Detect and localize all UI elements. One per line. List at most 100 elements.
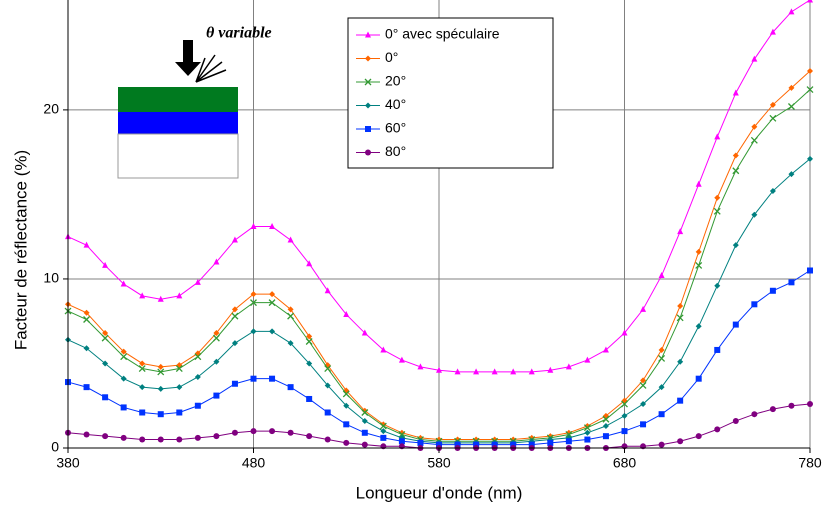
marker bbox=[528, 368, 535, 375]
marker bbox=[306, 333, 313, 340]
marker bbox=[473, 368, 480, 375]
marker bbox=[436, 441, 442, 448]
marker bbox=[83, 316, 91, 323]
marker bbox=[157, 385, 164, 392]
marker bbox=[194, 353, 202, 361]
marker bbox=[380, 346, 387, 353]
marker bbox=[324, 382, 331, 389]
marker bbox=[83, 431, 90, 438]
marker bbox=[120, 434, 127, 441]
marker bbox=[213, 358, 220, 365]
marker bbox=[250, 428, 257, 435]
marker bbox=[788, 279, 795, 286]
marker bbox=[176, 384, 183, 391]
marker bbox=[250, 223, 257, 230]
marker bbox=[677, 302, 684, 309]
marker bbox=[361, 417, 368, 424]
marker bbox=[751, 55, 758, 62]
marker bbox=[769, 114, 777, 122]
legend-label: 40° bbox=[385, 96, 406, 112]
marker bbox=[231, 340, 238, 347]
marker bbox=[602, 433, 609, 440]
marker bbox=[83, 241, 90, 248]
marker bbox=[640, 421, 647, 428]
marker bbox=[83, 309, 90, 316]
marker bbox=[287, 312, 295, 320]
marker bbox=[807, 155, 813, 162]
marker bbox=[231, 380, 238, 387]
marker bbox=[714, 346, 721, 353]
marker bbox=[120, 348, 127, 355]
marker bbox=[83, 384, 90, 391]
marker bbox=[102, 261, 109, 268]
marker bbox=[287, 306, 294, 313]
marker bbox=[677, 438, 684, 445]
marker bbox=[714, 282, 721, 289]
marker bbox=[306, 433, 313, 440]
marker bbox=[139, 436, 146, 443]
marker bbox=[250, 291, 257, 298]
marker bbox=[750, 136, 758, 144]
marker bbox=[658, 441, 665, 448]
marker bbox=[677, 228, 684, 235]
marker bbox=[584, 356, 591, 363]
marker bbox=[176, 292, 183, 299]
legend-label: 80° bbox=[385, 143, 406, 159]
marker bbox=[361, 441, 368, 448]
marker bbox=[324, 409, 331, 416]
marker bbox=[120, 353, 128, 361]
marker bbox=[677, 397, 684, 404]
marker bbox=[695, 375, 702, 382]
marker bbox=[306, 260, 313, 267]
marker bbox=[83, 345, 90, 352]
marker bbox=[788, 84, 795, 91]
marker bbox=[602, 423, 609, 430]
marker bbox=[491, 368, 498, 375]
marker bbox=[157, 411, 164, 418]
marker bbox=[287, 340, 294, 347]
marker bbox=[769, 287, 776, 294]
x-tick-label: 580 bbox=[427, 455, 451, 471]
marker bbox=[101, 334, 109, 342]
marker bbox=[714, 194, 721, 201]
marker bbox=[231, 306, 238, 313]
marker bbox=[176, 409, 183, 416]
marker bbox=[769, 28, 776, 35]
marker bbox=[380, 421, 387, 428]
marker bbox=[658, 411, 665, 418]
marker bbox=[621, 329, 628, 336]
marker bbox=[788, 402, 795, 409]
marker bbox=[212, 334, 220, 342]
marker bbox=[769, 101, 776, 108]
marker bbox=[787, 103, 795, 110]
marker bbox=[602, 346, 609, 353]
layer-bottom bbox=[117, 133, 239, 179]
marker bbox=[602, 415, 610, 423]
layer-top bbox=[118, 87, 238, 112]
x-tick-label: 680 bbox=[613, 455, 637, 471]
marker bbox=[398, 438, 405, 445]
marker bbox=[695, 261, 703, 269]
marker bbox=[324, 436, 331, 443]
marker bbox=[732, 167, 740, 175]
marker bbox=[621, 428, 628, 435]
marker bbox=[769, 188, 776, 195]
marker bbox=[231, 236, 238, 243]
reflected-rays bbox=[195, 54, 227, 83]
x-tick-label: 480 bbox=[242, 455, 266, 471]
marker bbox=[268, 299, 276, 307]
x-tick-label: 780 bbox=[798, 455, 822, 471]
marker bbox=[343, 402, 350, 409]
marker bbox=[510, 368, 517, 375]
marker bbox=[547, 366, 554, 373]
marker bbox=[807, 401, 813, 408]
marker bbox=[306, 395, 313, 402]
marker bbox=[807, 0, 813, 3]
marker bbox=[324, 365, 332, 373]
marker bbox=[788, 171, 795, 178]
marker bbox=[250, 375, 257, 382]
marker bbox=[417, 439, 424, 446]
marker bbox=[751, 301, 758, 308]
marker bbox=[361, 407, 368, 414]
marker bbox=[380, 428, 387, 435]
